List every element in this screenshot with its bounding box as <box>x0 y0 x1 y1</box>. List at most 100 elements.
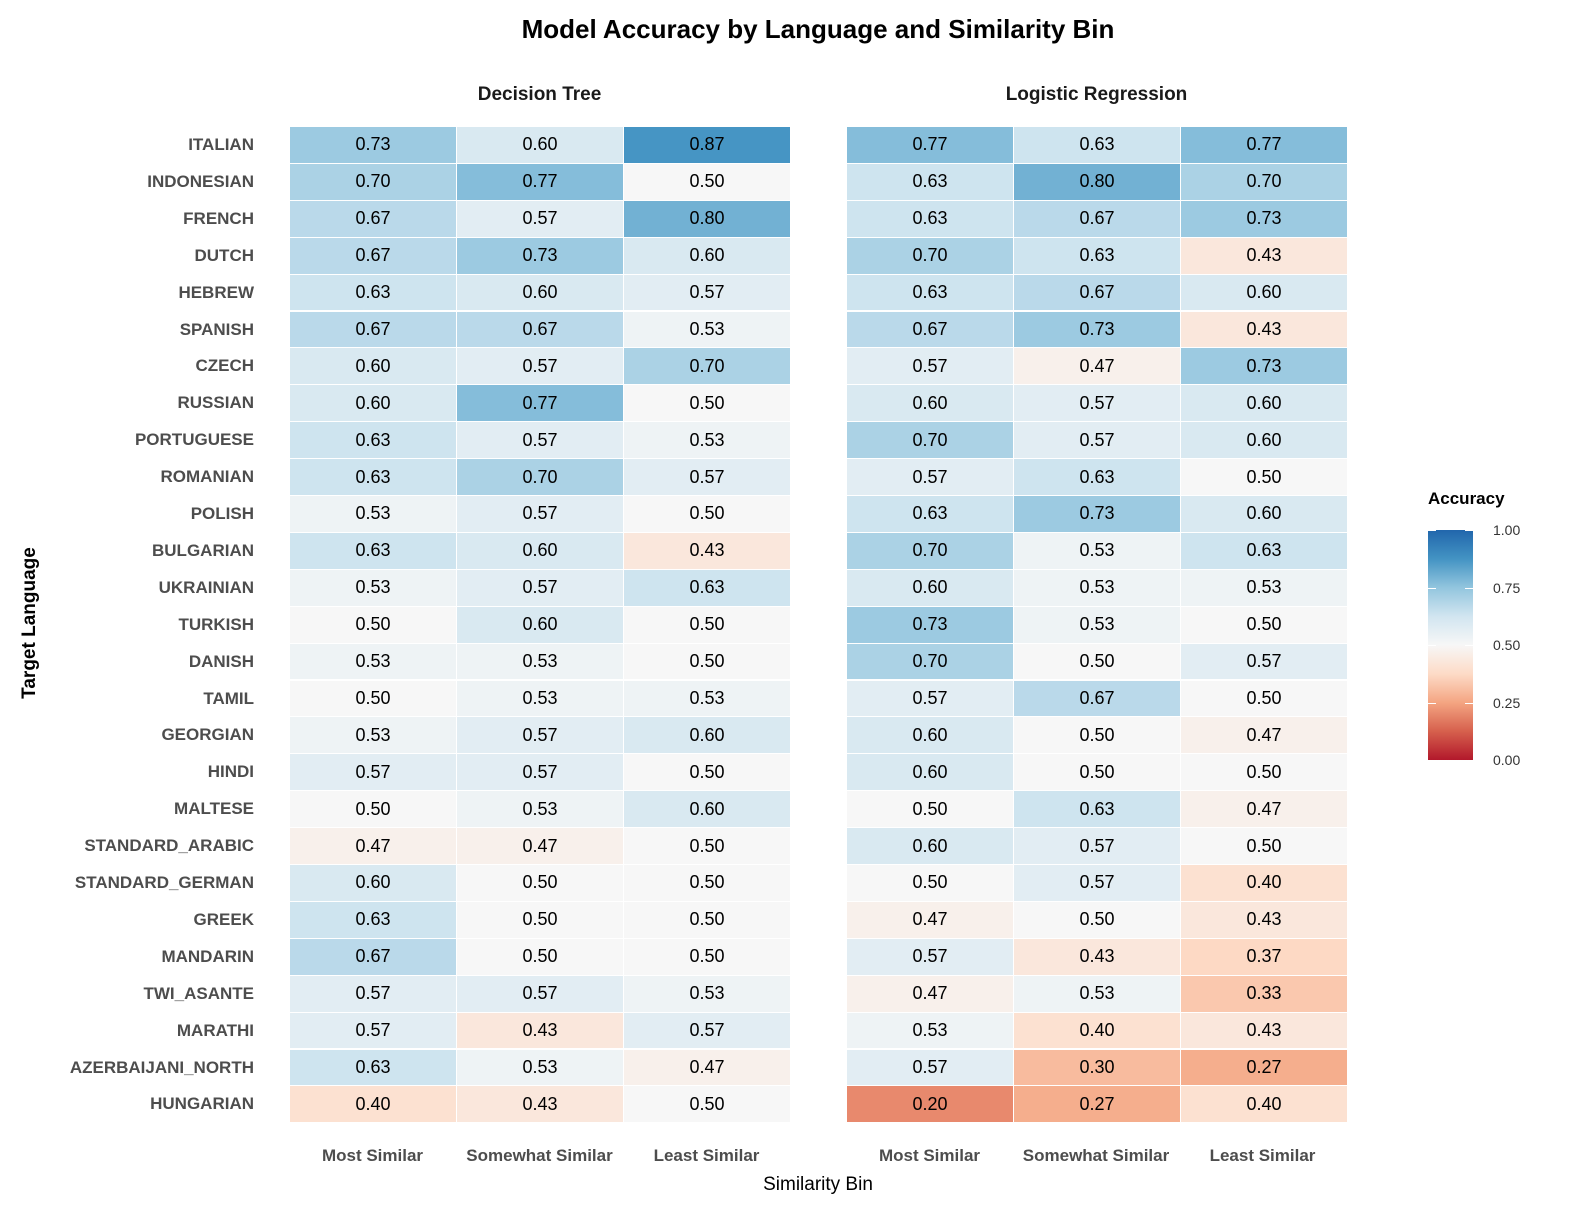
heatmap-cell: 0.70 <box>623 347 791 386</box>
y-tick-label: BULGARIAN <box>152 540 254 560</box>
heatmap-cell: 0.67 <box>289 199 457 238</box>
heatmap-cell: 0.57 <box>289 753 457 792</box>
heatmap-cell: 0.57 <box>456 716 624 755</box>
heatmap-cell: 0.47 <box>846 974 1014 1013</box>
heatmap-cell: 0.53 <box>1180 568 1348 607</box>
heatmap-cell: 0.43 <box>1180 1011 1348 1050</box>
heatmap-cell: 0.37 <box>1180 937 1348 976</box>
heatmap-cell: 0.50 <box>623 495 791 533</box>
heatmap-cell: 0.50 <box>623 937 791 976</box>
heatmap-cell: 0.63 <box>1013 790 1181 829</box>
heatmap-cell: 0.27 <box>1013 1085 1181 1124</box>
heatmap-cell: 0.53 <box>456 642 624 681</box>
legend-tick-mark <box>1465 587 1473 589</box>
heatmap-cell: 0.63 <box>846 162 1014 201</box>
heatmap-cell: 0.63 <box>289 900 457 939</box>
heatmap-cell: 0.50 <box>623 384 791 423</box>
heatmap-cell: 0.53 <box>456 1048 624 1087</box>
panel-title-logistic-regression: Logistic Regression <box>1005 84 1188 105</box>
heatmap-cell: 0.50 <box>456 937 624 976</box>
heatmap-cell: 0.57 <box>846 937 1014 976</box>
legend-tick-label: 0.75 <box>1493 579 1521 596</box>
heatmap-cell: 0.77 <box>1180 126 1348 164</box>
legend-tick-mark <box>1428 587 1436 589</box>
heatmap-cell: 0.43 <box>1180 900 1348 939</box>
heatmap-cell: 0.50 <box>846 864 1014 902</box>
heatmap-cell: 0.40 <box>289 1085 457 1124</box>
heatmap-cell: 0.60 <box>289 347 457 386</box>
y-tick-label: MALTESE <box>174 799 254 819</box>
x-tick-label: Least Similar <box>1209 1146 1316 1165</box>
heatmap-cell: 0.50 <box>1013 900 1181 939</box>
legend-tick-mark <box>1465 645 1473 646</box>
x-tick-label: Least Similar <box>653 1146 760 1165</box>
heatmap-cell: 0.57 <box>1013 384 1181 423</box>
heatmap-cell: 0.63 <box>1013 458 1181 496</box>
heatmap-cell: 0.60 <box>456 531 624 570</box>
heatmap-cell: 0.50 <box>623 900 791 939</box>
x-tick-label: Somewhat Similar <box>466 1146 613 1165</box>
legend-tick-mark <box>1428 530 1436 531</box>
heatmap-cell: 0.70 <box>846 642 1014 681</box>
heatmap-cell: 0.53 <box>623 421 791 460</box>
heatmap-cell: 0.57 <box>289 1011 457 1050</box>
heatmap-cell: 0.50 <box>623 605 791 644</box>
heatmap-cell: 0.77 <box>846 126 1014 164</box>
heatmap-cell: 0.53 <box>1013 568 1181 607</box>
y-tick-label: TAMIL <box>203 688 254 708</box>
heatmap-cell: 0.53 <box>623 679 791 718</box>
heatmap-cell: 0.57 <box>1013 827 1181 865</box>
heatmap-cell: 0.50 <box>289 679 457 718</box>
heatmap-cell: 0.60 <box>1180 421 1348 460</box>
heatmap-cell: 0.67 <box>289 236 457 275</box>
heatmap-cell: 0.73 <box>846 605 1014 644</box>
heatmap-cell: 0.57 <box>846 458 1014 496</box>
heatmap-cell: 0.60 <box>846 384 1014 423</box>
heatmap-cell: 0.57 <box>456 347 624 386</box>
heatmap-cell: 0.43 <box>1180 310 1348 349</box>
legend-tick-mark <box>1465 760 1473 761</box>
heatmap-cell: 0.57 <box>456 421 624 460</box>
panel-title-decision-tree: Decision Tree <box>477 84 602 105</box>
heatmap-cell: 0.50 <box>1180 458 1348 496</box>
heatmap-cell: 0.60 <box>456 273 624 312</box>
heatmap-cell: 0.43 <box>1180 236 1348 275</box>
heatmap-cell: 0.57 <box>1013 864 1181 902</box>
heatmap-cell: 0.40 <box>1180 864 1348 902</box>
heatmap-cell: 0.33 <box>1180 974 1348 1013</box>
heatmap-cell: 0.77 <box>456 384 624 423</box>
heatmap-cell: 0.57 <box>456 199 624 238</box>
chart-title: Model Accuracy by Language and Similarit… <box>521 14 1115 44</box>
y-tick-label: FRENCH <box>183 208 254 228</box>
y-tick-label: HEBREW <box>178 282 254 302</box>
heatmap-cell: 0.60 <box>846 568 1014 607</box>
heatmap-cell: 0.67 <box>846 310 1014 349</box>
heatmap-cell: 0.63 <box>1013 126 1181 164</box>
heatmap-cell: 0.53 <box>289 568 457 607</box>
y-tick-label: UKRAINIAN <box>158 577 254 597</box>
y-tick-label: DUTCH <box>194 245 255 265</box>
heatmap-cell: 0.47 <box>1013 347 1181 386</box>
legend-tick-label: 0.00 <box>1493 752 1521 768</box>
heatmap-cell: 0.50 <box>623 162 791 201</box>
y-tick-label: TURKISH <box>178 614 254 634</box>
heatmap-cell: 0.60 <box>1180 273 1348 312</box>
heatmap-cell: 0.57 <box>623 273 791 312</box>
heatmap-cell: 0.43 <box>623 531 791 570</box>
heatmap-cell: 0.53 <box>289 495 457 533</box>
heatmap-cell: 0.60 <box>846 753 1014 792</box>
heatmap-cell: 0.63 <box>846 273 1014 312</box>
y-tick-label: ROMANIAN <box>160 467 255 487</box>
x-tick-label: Somewhat Similar <box>1022 1146 1170 1165</box>
heatmap-cell: 0.63 <box>846 495 1014 533</box>
heatmap-cell: 0.60 <box>623 716 791 755</box>
heatmap-cell: 0.63 <box>289 531 457 570</box>
heatmap-cell: 0.67 <box>289 937 457 976</box>
y-tick-label: DANISH <box>188 651 254 671</box>
heatmap-cell: 0.57 <box>623 1011 791 1050</box>
heatmap-cell: 0.67 <box>1013 273 1181 312</box>
heatmap-cell: 0.67 <box>289 310 457 349</box>
y-axis-title: Target Language <box>19 547 40 699</box>
heatmap-cell: 0.50 <box>846 790 1014 829</box>
legend-tick-mark <box>1465 702 1473 704</box>
